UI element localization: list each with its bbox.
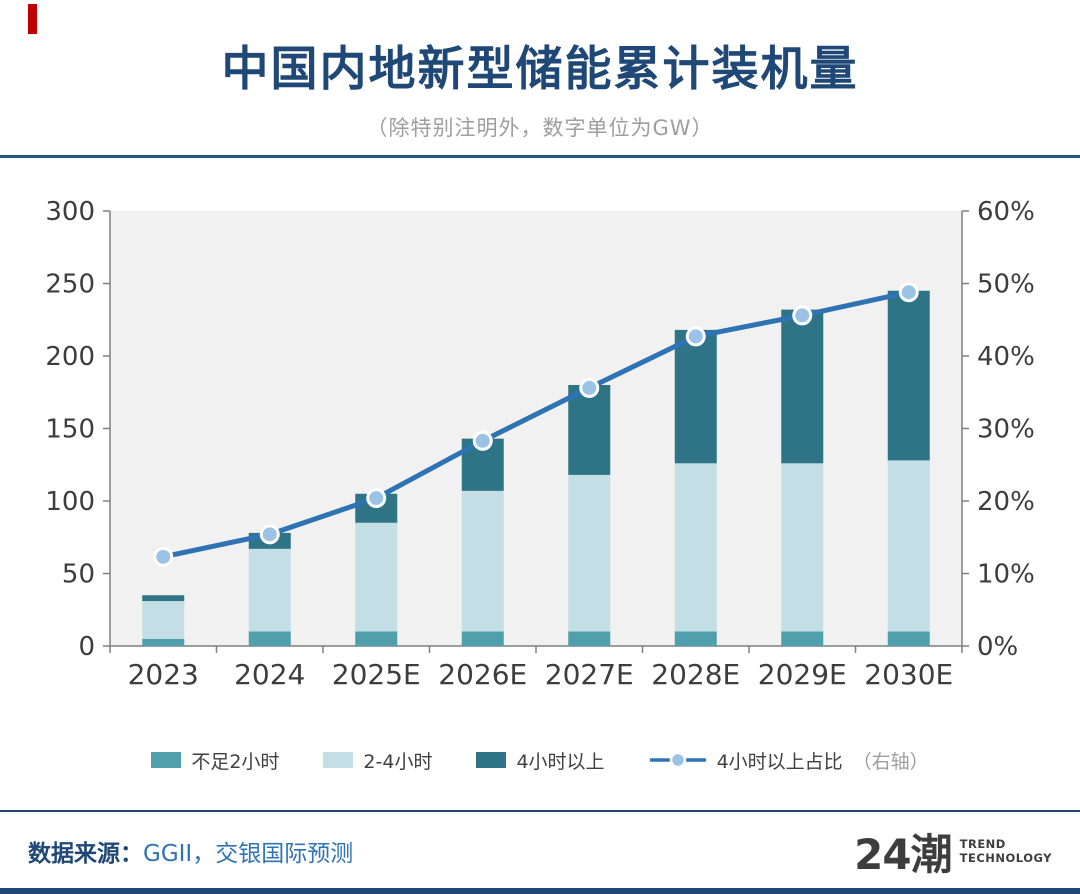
footer: 数据来源：GGII，交银国际预测 24潮 TREND TECHNOLOGY [0, 818, 1080, 884]
legend-label-suffix: （右轴） [852, 750, 929, 773]
bar-segment-2027E [568, 631, 611, 646]
x-axis-label: 2029E [758, 658, 847, 691]
share-line-marker [898, 282, 919, 303]
left-axis-tick-label: 250 [45, 270, 95, 300]
left-axis-tick-label: 300 [45, 197, 95, 227]
bar-segment-2029E [781, 463, 824, 632]
right-axis-tick-label: 0% [977, 632, 1018, 662]
storage-capacity-chart: 0 50 100 150 200 250 300 0% 10% 20% 30% 40% 50% 60% 20… [0, 168, 1080, 718]
bar-segment-2025E [355, 522, 398, 632]
bar-segment-2026E [461, 631, 504, 646]
logo-subtext-line2: TECHNOLOGY [959, 851, 1052, 865]
share-line-marker [792, 305, 813, 326]
bar-segment-2030E [887, 460, 930, 632]
left-axis-tick-label: 150 [45, 415, 95, 445]
bottom-edge-line [0, 888, 1080, 894]
share-line-marker [153, 546, 174, 567]
left-axis-tick-label: 100 [45, 487, 95, 517]
bar-segment-2024 [248, 548, 291, 632]
legend-item-2-4h: 2-4小时 [323, 747, 432, 774]
x-axis-label: 2026E [438, 658, 527, 691]
share-line-marker [685, 326, 706, 347]
bar-segment-2028E [674, 631, 717, 646]
bar-segment-2023 [142, 601, 185, 639]
bar-segment-2026E [461, 490, 504, 632]
share-line-marker [259, 524, 280, 545]
legend-swatch-2-4h [323, 752, 354, 768]
bar-segment-2027E [568, 385, 611, 475]
right-axis-tick-label: 60% [977, 197, 1035, 227]
bar-segment-2027E [568, 474, 611, 632]
left-axis-tick-label: 200 [45, 342, 95, 372]
legend-item-over-4h: 4小时以上 [476, 747, 605, 774]
right-axis-tick-label: 30% [977, 415, 1035, 445]
bar-segment-2029E [781, 631, 824, 646]
right-axis-tick-label: 50% [977, 270, 1035, 300]
right-axis-tick-label: 10% [977, 560, 1035, 590]
x-axis-label: 2025E [332, 658, 421, 691]
bar-segment-2029E [781, 309, 824, 464]
bar-segment-2023 [142, 638, 185, 646]
bar-segment-2025E [355, 631, 398, 646]
bar-segment-2028E [674, 329, 717, 464]
bar-segment-2023 [142, 595, 185, 602]
page-title: 中国内地新型储能累计装机量 [221, 42, 859, 97]
x-axis-label: 2023 [128, 658, 199, 691]
page-subtitle: （除特别注明外，数字单位为GW） [366, 116, 714, 140]
x-axis-label: 2030E [864, 658, 953, 691]
red-accent-mark [28, 4, 37, 34]
logo-text: 24潮 [854, 829, 952, 879]
top-divider [0, 155, 1080, 158]
plot-area [110, 211, 962, 646]
share-line-marker [366, 488, 387, 509]
share-line-marker [579, 377, 600, 398]
left-axis-tick-label: 0 [78, 632, 95, 662]
logo-subtext: TREND TECHNOLOGY [960, 837, 1052, 866]
legend-item-under-2h: 不足2小时 [151, 747, 279, 774]
bar-segment-2028E [674, 463, 717, 632]
logo-subtext-line1: TREND [959, 836, 1006, 851]
brand-logo: 24潮 TREND TECHNOLOGY [854, 821, 1052, 882]
legend-line-marker-icon [649, 750, 707, 770]
stacked-bars: 2023 2024 2025E 2026E 2027E 2028E 2029E 2030E [128, 290, 953, 691]
x-axis-label: 2027E [545, 658, 634, 691]
legend-line-marker-glyph [649, 751, 706, 769]
legend-label: 2-4小时 [363, 750, 433, 773]
source-label: 数据来源： [28, 841, 143, 867]
footer-divider [0, 810, 1080, 812]
bar-segment-2024 [248, 631, 291, 646]
bar-segment-2030E [887, 290, 930, 461]
chart-legend: 不足2小时 2-4小时 4小时以上 4小时以上占比 （右轴） [0, 742, 1080, 778]
x-axis-label: 2028E [651, 658, 740, 691]
share-line-marker [472, 430, 493, 451]
legend-swatch-over-4h [476, 752, 507, 768]
legend-item-share-line: 4小时以上占比 （右轴） [649, 747, 929, 774]
data-source: 数据来源：GGII，交银国际预测 [28, 834, 353, 868]
x-axis-label: 2024 [234, 658, 305, 691]
legend-label: 4小时以上 [516, 750, 605, 773]
right-axis-tick-label: 40% [977, 342, 1035, 372]
legend-swatch-under-2h [151, 752, 182, 768]
left-axis-tick-label: 50 [62, 560, 95, 590]
bar-segment-2030E [887, 631, 930, 646]
legend-label: 4小时以上占比 [716, 750, 843, 773]
source-text: GGII，交银国际预测 [143, 841, 354, 867]
share-line [160, 289, 912, 560]
right-axis-tick-label: 20% [977, 487, 1035, 517]
legend-label: 不足2小时 [191, 750, 280, 773]
